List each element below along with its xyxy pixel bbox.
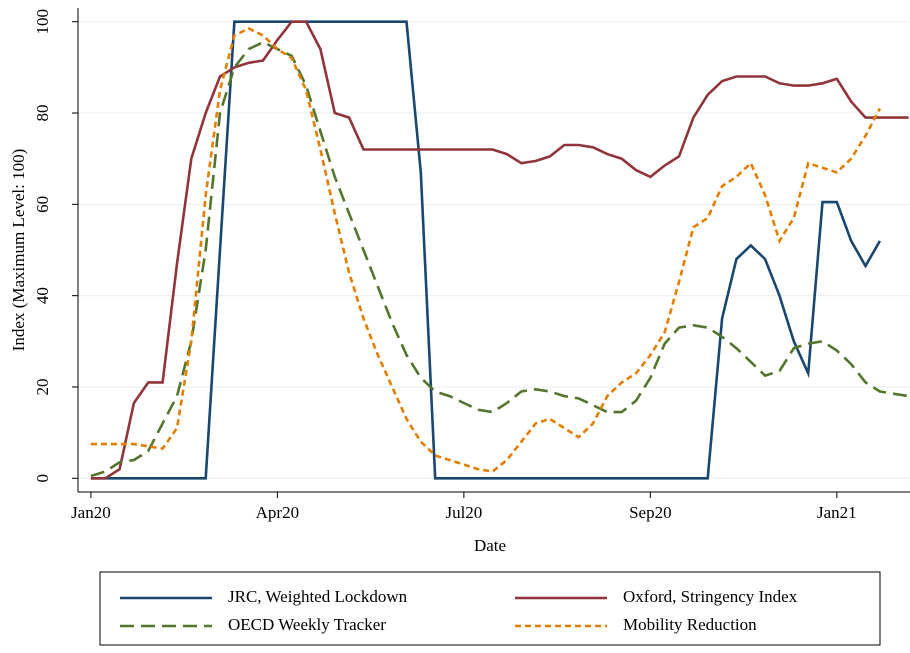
y-tick-label: 80 bbox=[33, 105, 52, 122]
y-tick-label: 20 bbox=[33, 378, 52, 395]
legend-label: Oxford, Stringency Index bbox=[623, 587, 798, 606]
x-tick-label: Jul20 bbox=[445, 503, 482, 522]
x-axis-title: Date bbox=[474, 536, 506, 555]
legend-box bbox=[99, 571, 881, 646]
legend-label: Mobility Reduction bbox=[623, 615, 757, 634]
series-line bbox=[90, 20, 909, 480]
y-tick-label: 100 bbox=[33, 9, 52, 35]
y-tick-label: 60 bbox=[33, 196, 52, 213]
legend-label: JRC, Weighted Lockdown bbox=[228, 587, 408, 606]
x-tick-label: Jan20 bbox=[71, 503, 111, 522]
x-tick-label: Sep20 bbox=[629, 503, 672, 522]
series-line bbox=[90, 27, 882, 473]
y-tick-label: 40 bbox=[33, 287, 52, 304]
legend-label: OECD Weekly Tracker bbox=[228, 615, 386, 634]
x-tick-label: Jan21 bbox=[817, 503, 857, 522]
y-tick-label: 0 bbox=[33, 474, 52, 483]
series-line bbox=[90, 40, 909, 478]
x-tick-label: Apr20 bbox=[256, 503, 299, 522]
series-line bbox=[90, 20, 882, 480]
y-axis-title: Index (Maximum Level: 100) bbox=[9, 149, 28, 352]
